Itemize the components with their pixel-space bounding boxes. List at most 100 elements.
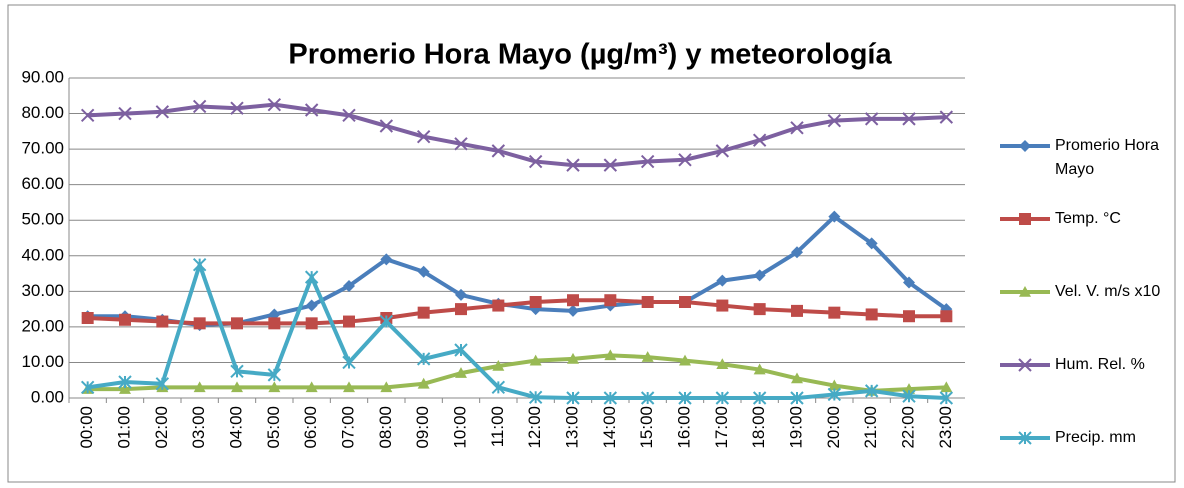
chart-border	[7, 4, 1176, 483]
marker	[827, 113, 842, 128]
marker	[343, 315, 355, 328]
marker	[343, 381, 355, 393]
marker	[791, 304, 803, 317]
marker	[416, 129, 431, 144]
marker	[902, 112, 916, 126]
legend-label: Temp. °C	[1055, 210, 1121, 227]
y-tick-label: 60.00	[21, 174, 64, 193]
marker	[1019, 213, 1031, 225]
y-tick-label: 80.00	[21, 103, 64, 122]
legend-label: Hum. Rel. %	[1055, 356, 1145, 373]
marker	[903, 310, 915, 323]
marker	[939, 391, 954, 405]
marker	[828, 306, 841, 319]
marker	[343, 280, 355, 292]
x-tick-label: 12:00	[525, 406, 544, 449]
legend-label: Vel. V. m/s x10	[1055, 283, 1161, 300]
x-tick-label: 22:00	[898, 406, 917, 449]
marker	[155, 105, 170, 119]
marker	[567, 294, 579, 307]
x-tick-label: 10:00	[450, 406, 469, 449]
marker	[903, 276, 915, 289]
marker	[155, 377, 170, 391]
y-tick-label: 10.00	[21, 352, 64, 371]
marker	[940, 310, 953, 323]
marker	[902, 389, 916, 403]
marker	[864, 112, 879, 126]
marker	[603, 158, 618, 172]
marker	[715, 391, 730, 405]
x-tick-label: 21:00	[861, 406, 880, 449]
marker	[940, 381, 953, 393]
marker	[455, 367, 467, 378]
marker	[231, 317, 243, 330]
x-tick-label: 08:00	[376, 406, 395, 449]
marker	[903, 383, 915, 394]
marker	[678, 391, 692, 405]
marker	[865, 308, 878, 321]
marker	[268, 381, 281, 393]
marker	[1019, 140, 1031, 152]
marker	[380, 381, 393, 393]
marker	[1019, 286, 1031, 297]
marker	[752, 133, 767, 147]
marker	[416, 352, 431, 366]
chart-title: Promerio Hora Mayo (µg/m³) y meteorologí…	[288, 39, 892, 71]
marker	[529, 354, 542, 366]
y-tick-label: 0.00	[31, 387, 64, 406]
marker	[492, 299, 505, 312]
marker	[567, 304, 579, 317]
marker	[491, 144, 506, 158]
marker	[753, 269, 766, 282]
marker	[1018, 431, 1032, 445]
marker	[304, 270, 319, 284]
series-line	[87, 262, 947, 400]
x-tick-label: 05:00	[264, 406, 283, 449]
marker	[305, 381, 318, 393]
x-tick-label: 02:00	[152, 406, 171, 449]
marker	[230, 364, 244, 379]
marker	[641, 296, 654, 308]
series-line	[87, 298, 947, 326]
y-tick-label: 20.00	[21, 316, 64, 335]
marker	[715, 144, 730, 158]
x-tick-label: 14:00	[600, 406, 619, 449]
marker	[267, 368, 282, 382]
marker	[864, 384, 879, 398]
y-tick-label: 70.00	[21, 139, 64, 158]
x-tick-label: 20:00	[824, 406, 843, 449]
marker	[679, 296, 691, 308]
x-tick-label: 23:00	[936, 406, 955, 449]
marker	[379, 314, 394, 329]
marker	[455, 288, 467, 301]
marker	[80, 380, 95, 395]
marker	[193, 381, 206, 393]
marker	[641, 351, 654, 362]
marker	[716, 274, 729, 287]
x-tick-label: 11:00	[488, 406, 507, 447]
marker	[528, 390, 543, 404]
marker	[118, 106, 132, 121]
marker	[716, 299, 729, 312]
marker	[716, 358, 729, 370]
x-tick-label: 00:00	[77, 406, 96, 449]
marker	[491, 380, 506, 395]
marker	[192, 257, 207, 272]
x-tick-label: 16:00	[674, 406, 693, 449]
marker	[267, 97, 282, 112]
marker	[417, 377, 430, 389]
marker	[529, 296, 542, 308]
series-line	[87, 102, 947, 168]
series-line	[87, 353, 947, 393]
marker	[753, 303, 766, 316]
marker	[379, 119, 394, 133]
marker	[118, 375, 132, 389]
marker	[119, 383, 131, 394]
marker	[752, 391, 767, 405]
marker	[566, 391, 580, 405]
x-tick-label: 06:00	[301, 406, 320, 449]
x-tick-label: 13:00	[562, 406, 581, 449]
marker	[753, 363, 766, 375]
